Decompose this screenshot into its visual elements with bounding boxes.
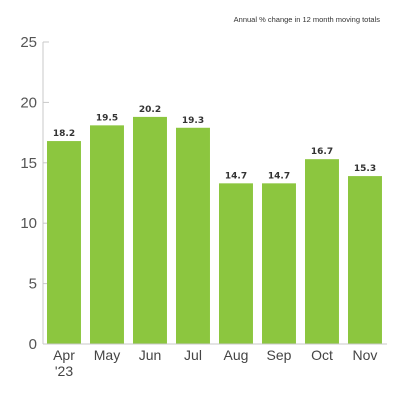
bar	[133, 116, 167, 344]
bars-group: 18.2 19.5 20.2 19.3 14.7 14.7 16.7 15.3	[47, 105, 382, 345]
bar	[262, 183, 296, 344]
bar	[90, 125, 124, 345]
data-label: 16.7	[311, 147, 333, 157]
x-tick-label: Nov	[353, 347, 378, 363]
y-tick-label: 5	[29, 276, 37, 293]
bar	[47, 141, 81, 344]
x-tick-label: May	[94, 347, 120, 363]
x-tick-label: Jul	[184, 347, 202, 363]
x-tick-label: Aug	[224, 347, 249, 363]
data-label: 15.3	[354, 164, 376, 174]
y-tick-label: 20	[20, 94, 37, 111]
data-label: 14.7	[225, 171, 247, 181]
bar	[305, 159, 339, 344]
chart-subtitle: Annual % change in 12 month moving total…	[234, 15, 381, 24]
data-label: 14.7	[268, 171, 290, 181]
x-tick-label: Sep	[267, 347, 292, 363]
y-tick-label: 25	[20, 34, 37, 51]
y-tick-label: 0	[29, 336, 37, 353]
data-label: 18.2	[53, 129, 75, 139]
data-label: 19.3	[182, 116, 204, 126]
x-tick-label: Jun	[139, 347, 162, 363]
y-tick-label: 15	[20, 155, 37, 172]
x-axis: Apr '23 May Jun Jul Aug Sep Oct Nov	[43, 343, 387, 379]
bar	[176, 127, 210, 344]
data-label: 20.2	[139, 105, 161, 115]
x-tick-label: Oct	[311, 347, 333, 363]
bar	[348, 176, 382, 344]
data-label: 19.5	[96, 113, 118, 123]
bar	[219, 183, 253, 344]
x-tick-label: Apr '23	[53, 347, 75, 379]
y-axis: 0 5 10 15 20 25	[20, 34, 49, 353]
y-tick-label: 10	[20, 215, 37, 232]
